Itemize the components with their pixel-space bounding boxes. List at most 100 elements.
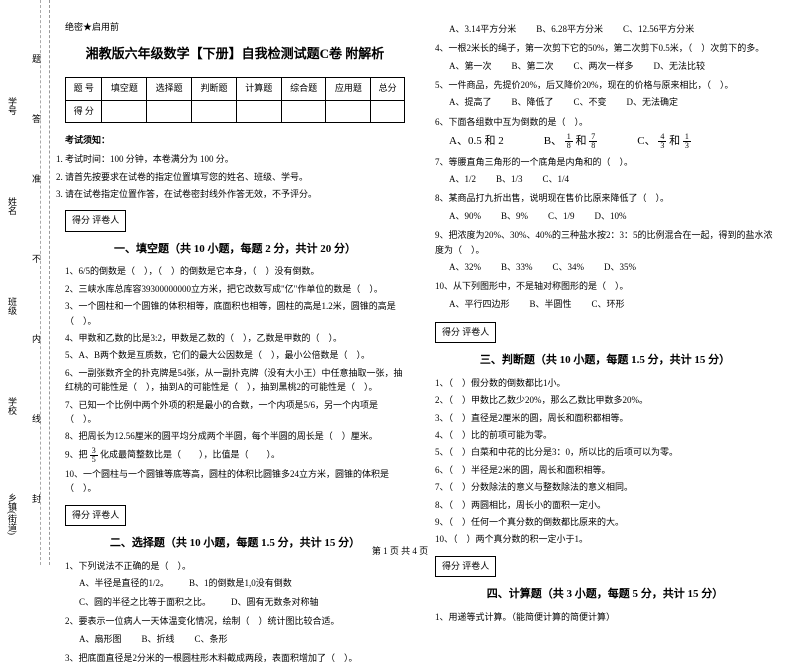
opt: A、3.14平方分米 <box>449 22 516 37</box>
judge-q2: 2、（ ）甲数比乙数少20%，那么乙数比甲数多20%。 <box>435 393 775 407</box>
score-table: 题 号 填空题 选择题 判断题 计算题 综合题 应用题 总分 得 分 <box>65 77 405 123</box>
opt: D、10% <box>595 209 627 224</box>
choice-q1-opts2: C、圆的半径之比等于面积之比。 D、圆有无数条对称轴 <box>79 595 405 610</box>
notice-item: 请在试卷指定位置作答，在试卷密封线外作答无效，不予评分。 <box>65 187 405 201</box>
opt-c-pre: C、 <box>637 135 655 147</box>
opt: C、1/9 <box>548 209 575 224</box>
th-app: 应用题 <box>326 78 371 100</box>
td-blank <box>147 100 192 122</box>
choice-q2-opts: A、扇形图 B、折线 C、条形 <box>79 632 405 647</box>
fill-q10: 10、一个圆柱与一个圆锥等底等高，圆柱的体积比圆锥多24立方米，圆锥的体积是（ … <box>65 467 405 496</box>
score-box: 得分 评卷人 <box>435 556 496 577</box>
opt: C、1/4 <box>543 172 570 187</box>
calc-q1: 1、用递等式计算。（能简便计算的简便计算） <box>435 610 775 624</box>
th-calc: 计算题 <box>236 78 281 100</box>
td-blank <box>236 100 281 122</box>
page-footer: 第 1 页 共 4 页 <box>0 544 800 557</box>
opt: D、圆有无数条对称轴 <box>231 595 319 610</box>
choice-q1-opts: A、半径是直径的1/2。 B、1的倒数是1,0没有倒数 <box>79 576 405 591</box>
binding-margin: 乡镇(街道) 学校 班级 姓名 学号 封 线 内 不 准 答 题 <box>0 0 50 565</box>
seal-char-0: 封 <box>32 492 41 505</box>
exam-title: 湘教版六年级数学【下册】自我检测试题C卷 附解析 <box>65 43 405 65</box>
td-score-label: 得 分 <box>66 100 102 122</box>
choice-q6-opts: A、0.5 和 2 B、 18 和 78 C、 43 和 13 <box>449 132 775 151</box>
opt-b-pre: B、 <box>544 135 562 147</box>
opt: A、平行四边形 <box>449 297 510 312</box>
opt-b: B、 18 和 78 <box>544 132 598 151</box>
frac-den: 3 <box>658 142 666 150</box>
opt: D、无法确定 <box>627 95 679 110</box>
fraction: 35 <box>90 447 98 464</box>
choice-q6: 6、下面各组数中互为倒数的是（ ）。 <box>435 115 775 129</box>
fill-q9: 9、把 35 化成最简整数比是（ ），比值是（ ）。 <box>65 447 405 464</box>
opt: B、9% <box>501 209 528 224</box>
opt: A、1/2 <box>449 172 476 187</box>
binding-label-name: 姓名 <box>6 197 19 215</box>
notice-item: 请首先按要求在试卷的指定位置填写您的姓名、班级、学号。 <box>65 170 405 184</box>
choice-q5-opts: A、提高了 B、降低了 C、不变 D、无法确定 <box>449 95 775 110</box>
th-judge: 判断题 <box>192 78 237 100</box>
left-column: 绝密★启用前 湘教版六年级数学【下册】自我检测试题C卷 附解析 题 号 填空题 … <box>50 20 420 535</box>
opt-b-mid: 和 <box>576 135 590 147</box>
judge-q3: 3、（ ）直径是2厘米的圆，周长和面积都相等。 <box>435 411 775 425</box>
opt: D、无法比较 <box>654 59 706 74</box>
fraction: 13 <box>683 133 691 150</box>
fraction: 18 <box>565 133 573 150</box>
opt: A、90% <box>449 209 481 224</box>
judge-q5: 5、（ ）白菜和中花的比分是3：0，所以比的后项可以为零。 <box>435 445 775 459</box>
td-blank <box>371 100 405 122</box>
th-total: 总分 <box>371 78 405 100</box>
opt: C、12.56平方分米 <box>623 22 694 37</box>
notice-list: 考试时间：100 分钟，本卷满分为 100 分。 请首先按要求在试卷的指定位置填… <box>65 152 405 201</box>
secret-label: 绝密★启用前 <box>65 20 405 35</box>
page-body: 绝密★启用前 湘教版六年级数学【下册】自我检测试题C卷 附解析 题 号 填空题 … <box>0 0 800 565</box>
choice-q3: 3、把底面直径是2分米的一根圆柱形木料截成两段，表面积增加了（ ）。 <box>65 651 405 665</box>
seal-char-5: 答 <box>32 112 41 125</box>
th-comp: 综合题 <box>281 78 326 100</box>
score-box: 得分 评卷人 <box>65 210 126 231</box>
opt-a: A、0.5 和 2 <box>449 132 504 151</box>
fill-q3: 3、一个圆柱和一个圆锥的体积相等，底面积也相等，圆柱的高是1.2米，圆锥的高是（… <box>65 299 405 328</box>
notice-item: 考试时间：100 分钟，本卷满分为 100 分。 <box>65 152 405 166</box>
section-3-title: 三、判断题（共 10 小题，每题 1.5 分，共计 15 分） <box>435 351 775 370</box>
opt: A、提高了 <box>449 95 492 110</box>
choice-q1: 1、下列说法不正确的是（ ）。 <box>65 559 405 573</box>
choice-q5: 5、一件商品，先提价20%，后又降价20%，现在的价格与原来相比，（ ）。 <box>435 78 775 92</box>
judge-q1: 1、（ ）假分数的倒数都比1小。 <box>435 376 775 390</box>
seal-char-4: 准 <box>32 172 41 185</box>
fill-q4: 4、甲数和乙数的比是3:2，甲数是乙数的（ ），乙数是甲数的（ ）。 <box>65 331 405 345</box>
fill-q5: 5、A、B两个数是互质数，它们的最大公因数是（ ），最小公倍数是（ ）。 <box>65 348 405 362</box>
opt: B、折线 <box>142 632 175 647</box>
opt: A、半径是直径的1/2。 <box>79 576 169 591</box>
opt: C、不变 <box>574 95 607 110</box>
q9-pre: 9、把 <box>65 449 88 459</box>
th-num: 题 号 <box>66 78 102 100</box>
seal-char-3: 不 <box>32 252 41 265</box>
notice-header: 考试须知： <box>65 133 405 148</box>
choice-q7-opts: A、1/2 B、1/3 C、1/4 <box>449 172 775 187</box>
choice-q7: 7、等腰直角三角形的一个底角是内角和的（ ）。 <box>435 155 775 169</box>
frac-den: 3 <box>683 142 691 150</box>
td-blank <box>281 100 326 122</box>
choice-q4-opts: A、第一次 B、第二次 C、两次一样多 D、无法比较 <box>449 59 775 74</box>
choice-q10: 10、从下列图形中，不是轴对称图形的是（ ）。 <box>435 279 775 293</box>
opt: B、1的倒数是1,0没有倒数 <box>189 576 292 591</box>
choice-q3-opts: A、3.14平方分米 B、6.28平方分米 C、12.56平方分米 <box>449 22 775 37</box>
opt: D、35% <box>604 260 636 275</box>
td-blank <box>326 100 371 122</box>
choice-q8: 8、某商品打九折出售，说明现在售价比原来降低了（ ）。 <box>435 191 775 205</box>
judge-q4: 4、（ ）比的前项可能为零。 <box>435 428 775 442</box>
binding-label-township: 乡镇(街道) <box>6 493 19 535</box>
td-blank <box>102 100 147 122</box>
fill-q8: 8、把周长为12.56厘米的圆平均分成两个半圆，每个半圆的周长是（ ）厘米。 <box>65 429 405 443</box>
opt: B、33% <box>501 260 533 275</box>
frac-den: 8 <box>589 142 597 150</box>
opt: C、环形 <box>592 297 625 312</box>
fraction: 78 <box>589 133 597 150</box>
binding-label-class: 班级 <box>6 297 19 315</box>
opt: A、扇形图 <box>79 632 122 647</box>
th-fill: 填空题 <box>102 78 147 100</box>
opt: C、34% <box>553 260 585 275</box>
frac-den: 5 <box>90 456 98 464</box>
choice-q9-opts: A、32% B、33% C、34% D、35% <box>449 260 775 275</box>
